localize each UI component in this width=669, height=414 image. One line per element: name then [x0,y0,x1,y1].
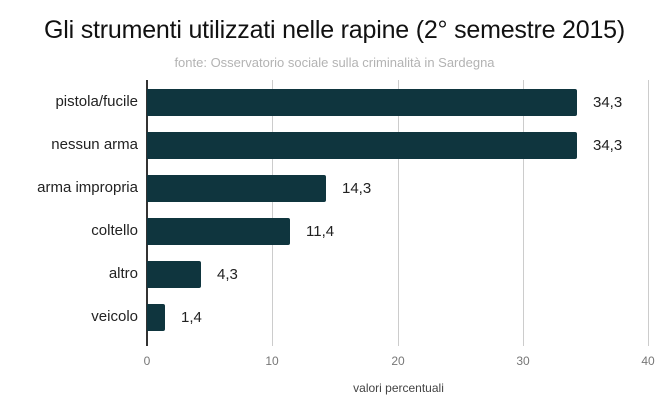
x-tick-0: 0 [143,354,151,368]
category-label: nessun arma [51,136,138,153]
bar[interactable] [147,261,201,288]
bar[interactable] [147,304,165,331]
x-tick-40: 40 [641,354,655,368]
value-label: 4,3 [217,266,238,283]
value-label: 11,4 [306,223,335,240]
gridline-20 [398,80,399,346]
gridline-10 [272,80,273,346]
x-axis-label: valori percentuali [353,381,444,395]
category-label: veicolo [91,308,138,325]
bar[interactable] [147,89,577,116]
y-axis-line [146,80,148,346]
bar[interactable] [147,132,577,159]
category-label: pistola/fucile [55,93,138,110]
chart-title: Gli strumenti utilizzati nelle rapine (2… [44,16,625,44]
chart-subtitle: fonte: Osservatorio sociale sulla crimin… [174,55,495,70]
x-tick-20: 20 [391,354,405,368]
category-label: coltello [91,222,138,239]
bar[interactable] [147,218,290,245]
value-label: 34,3 [593,94,623,111]
bar[interactable] [147,175,326,202]
value-label: 34,3 [593,137,623,154]
x-tick-10: 10 [265,354,279,368]
gridline-30 [523,80,524,346]
gridline-40 [648,80,649,346]
value-label: 14,3 [342,180,372,197]
value-label: 1,4 [181,309,202,326]
x-tick-30: 30 [516,354,530,368]
category-label: arma impropria [37,179,138,196]
category-label: altro [108,265,138,282]
